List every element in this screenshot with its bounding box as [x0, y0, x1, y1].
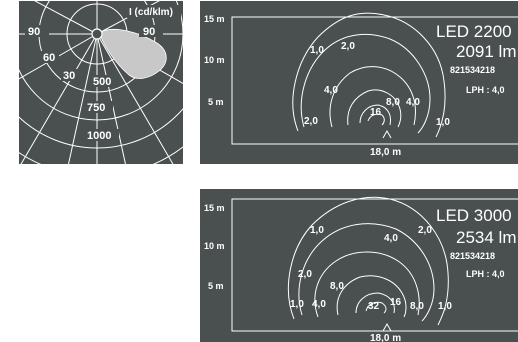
- contour-label: 2,0: [298, 269, 312, 280]
- contour-label: 1,0: [310, 45, 324, 56]
- angle-label-90-left: 90: [28, 26, 40, 38]
- isolux-diagram-led3000: 15 m 10 m 5 m 1,0 4,0 2,0 2,0 8,0 32 16 …: [200, 189, 518, 342]
- contour-label: 2,0: [341, 41, 355, 52]
- unit-label: I (cd/klm): [129, 7, 173, 18]
- product-title: LED 2200: [436, 22, 512, 41]
- contour-32: [367, 113, 385, 126]
- angle-label-30: 30: [63, 70, 75, 82]
- ring-label-500: 500: [93, 76, 111, 88]
- lph-value: LPH : 4,0: [466, 85, 505, 95]
- contour-4-0: [314, 251, 420, 318]
- contour-4-0: [329, 66, 416, 128]
- isolux-chart-2: 15 m 10 m 5 m 1,0 4,0 2,0 2,0 8,0 32 16 …: [204, 196, 518, 342]
- y-tick-5m: 5 m: [208, 97, 224, 107]
- contour-label: 4,0: [324, 85, 338, 96]
- contour-label: 8,0: [410, 301, 424, 312]
- luminaire-position-marker: [382, 322, 392, 332]
- contour-16: [355, 292, 395, 314]
- article-code: 821534218: [450, 251, 495, 261]
- contour-label: 8,0: [386, 97, 400, 108]
- contour-16: [359, 104, 391, 126]
- isolux-chart-1: 15 m 10 m 5 m 1,0 2,0 4,0 8,0 16 2,0 4,0…: [204, 12, 518, 158]
- contour-label: 8,0: [330, 281, 344, 292]
- product-title: LED 3000: [436, 206, 512, 225]
- contour-2-0: [298, 223, 435, 322]
- contour-2-0: [300, 33, 431, 134]
- contour-label: 4,0: [312, 299, 326, 310]
- contour-1-0: [292, 12, 446, 138]
- polar-chart: I (cd/klm) 90 90 60 30 500 750 1000: [19, 1, 183, 164]
- y-tick-5m: 5 m: [208, 281, 224, 291]
- x-axis-label: 18,0 m: [370, 333, 401, 342]
- contour-8-0: [336, 275, 407, 318]
- contour-label: 16: [370, 107, 382, 118]
- contour-label: 4,0: [406, 97, 420, 108]
- contour-label: 4,0: [384, 233, 398, 244]
- polar-intensity-diagram: I (cd/klm) 90 90 60 30 500 750 1000: [19, 1, 183, 164]
- contour-label: 1,0: [438, 301, 452, 312]
- angle-label-90-right: 90: [143, 26, 155, 38]
- y-tick-10m: 10 m: [204, 241, 225, 251]
- y-tick-10m: 10 m: [204, 55, 225, 65]
- ring-label-1000: 1000: [87, 130, 111, 142]
- contour-8-0: [347, 89, 402, 128]
- luminaire-position-marker: [382, 129, 392, 139]
- isolux-diagram-led2200: 15 m 10 m 5 m 1,0 2,0 4,0 8,0 16 2,0 4,0…: [200, 1, 518, 164]
- y-tick-15m: 15 m: [204, 203, 225, 213]
- x-axis-label: 18,0 m: [370, 147, 401, 158]
- contour-label: 32: [368, 301, 380, 312]
- contour-1-0: [288, 196, 449, 326]
- contour-label: 1,0: [310, 225, 324, 236]
- luminaire-icon: [91, 28, 103, 40]
- contour-label: 1,0: [290, 299, 304, 310]
- lumen-value: 2091 lm: [456, 42, 516, 61]
- article-code: 821534218: [450, 65, 495, 75]
- contour-label: 2,0: [304, 116, 318, 127]
- angle-label-60: 60: [43, 52, 55, 64]
- contour-label: 2,0: [418, 225, 432, 236]
- y-tick-15m: 15 m: [204, 14, 225, 24]
- intensity-lobe: [98, 28, 167, 79]
- ring-label-750: 750: [87, 102, 105, 114]
- lumen-value: 2534 lm: [456, 228, 516, 247]
- contour-label: 1,0: [436, 117, 450, 128]
- lph-value: LPH : 4,0: [466, 269, 505, 279]
- contour-32: [365, 301, 387, 314]
- contour-label: 16: [390, 297, 402, 308]
